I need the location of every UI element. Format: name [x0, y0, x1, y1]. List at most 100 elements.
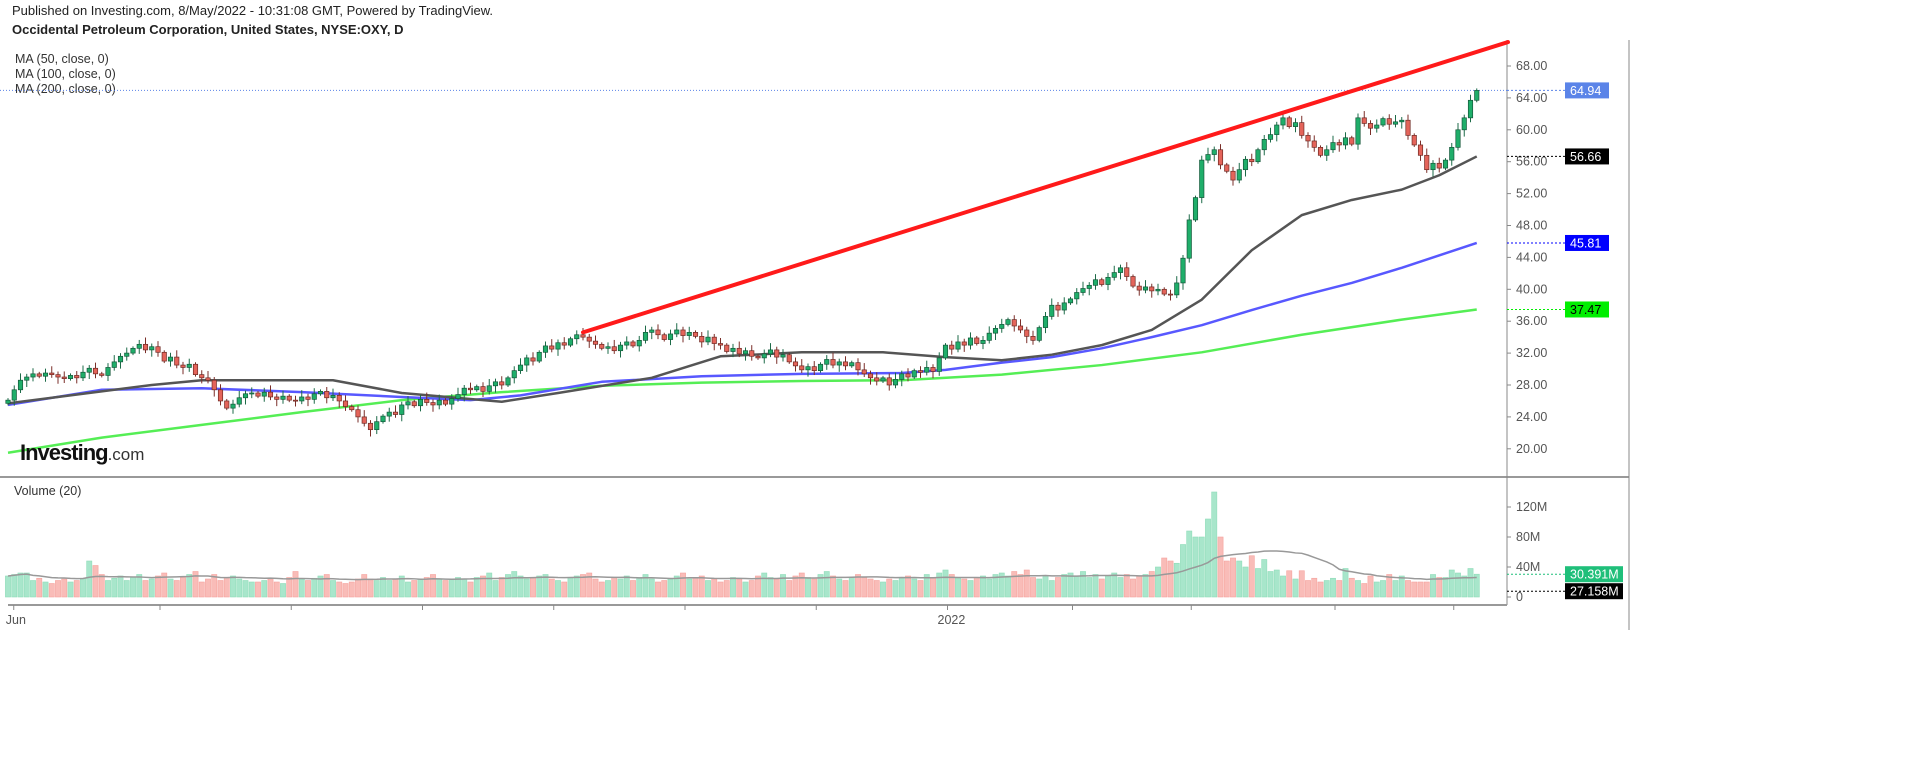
candle-body [74, 375, 80, 379]
candle-body [292, 399, 299, 402]
candle-body [867, 373, 874, 379]
candle [430, 399, 436, 412]
candle [1080, 281, 1086, 296]
candle-body [736, 347, 742, 355]
candle [1136, 281, 1142, 296]
candle-body [1161, 288, 1167, 295]
candle [61, 371, 67, 384]
candle [811, 361, 817, 376]
volume-bar [267, 578, 274, 598]
price-tick-label: 28.00 [1516, 378, 1547, 392]
volume-bar [486, 572, 493, 598]
candle [567, 336, 574, 348]
candle [1142, 280, 1149, 294]
volume-bar [317, 575, 324, 598]
candle [236, 390, 242, 408]
candle [142, 337, 149, 354]
volume-bar [692, 577, 699, 598]
candle-body [236, 397, 242, 405]
volume-bar [1055, 577, 1061, 598]
candle-body [699, 336, 705, 343]
volume-bar [1323, 580, 1330, 598]
volume-bar [461, 578, 468, 598]
ma50-value-label-bg [1565, 148, 1609, 165]
volume-bar [242, 580, 249, 598]
candle [817, 362, 824, 373]
candle [655, 324, 661, 340]
candle [886, 373, 892, 391]
candle [1199, 155, 1205, 204]
candle-body [599, 343, 605, 349]
candle-body [361, 416, 367, 424]
candle [1161, 287, 1167, 297]
candle-body [1205, 154, 1211, 161]
volume-bar [830, 575, 836, 598]
volume-bar [236, 578, 243, 598]
volume-bar [448, 578, 455, 598]
candle [399, 401, 405, 422]
volume-bar [511, 571, 518, 598]
candle-body [1061, 302, 1067, 311]
volume-bar [842, 580, 849, 598]
volume-bar [548, 578, 555, 598]
candle [11, 385, 17, 406]
candle [1267, 127, 1274, 143]
candle [1049, 298, 1055, 320]
candle-body [174, 356, 180, 366]
volume-bar [798, 572, 805, 598]
candle [342, 395, 349, 411]
volume-bar [586, 572, 593, 598]
volume-bar [342, 583, 349, 598]
volume-bar [1142, 574, 1149, 598]
candle-body [11, 389, 17, 401]
volume-bar [1011, 571, 1018, 598]
candle [980, 335, 986, 350]
candle-body [1367, 123, 1374, 129]
candle-body [99, 373, 105, 376]
candle-body [992, 328, 999, 334]
volume-bar [130, 577, 136, 598]
candle-body [492, 381, 499, 387]
volume-bar [1255, 568, 1261, 598]
volume-bar [336, 581, 343, 598]
volume-bar [30, 580, 36, 598]
candle [949, 340, 955, 355]
candle [349, 404, 355, 412]
candle-body [880, 377, 886, 382]
volume-bar [867, 578, 874, 598]
volume-bar [361, 574, 368, 598]
volume-bar [1423, 581, 1430, 598]
volume-bar [1467, 568, 1474, 598]
volume-tick-label: 0 [1516, 590, 1523, 604]
candle [211, 377, 217, 397]
candle [905, 368, 911, 382]
volume-bar [717, 581, 724, 598]
volume-bar [248, 581, 255, 598]
volume-bar [761, 572, 768, 598]
volume-bar [917, 580, 924, 598]
price-tick-label: 56.00 [1516, 155, 1547, 169]
volume-bar [467, 581, 474, 598]
price-tick-label: 52.00 [1516, 187, 1547, 201]
volume-bar [961, 578, 968, 598]
candle [736, 341, 742, 358]
candle [192, 362, 199, 377]
candle [155, 341, 161, 357]
volume-bar [1017, 574, 1024, 598]
candle [930, 364, 936, 379]
volume-bar [1430, 574, 1436, 598]
candle-body [1311, 140, 1317, 148]
candle [1392, 115, 1399, 128]
volume-bar [886, 578, 893, 598]
candle [1261, 134, 1267, 156]
volume-pane-title: Volume (20) [14, 484, 82, 498]
candle [717, 337, 724, 350]
candle-body [624, 341, 630, 346]
candle [224, 398, 230, 411]
candle [1011, 315, 1017, 332]
candle [836, 358, 842, 372]
volume-bar [1473, 573, 1480, 598]
volume-bar [1061, 574, 1068, 598]
legend-ma200: MA (200, close, 0) [15, 82, 116, 96]
